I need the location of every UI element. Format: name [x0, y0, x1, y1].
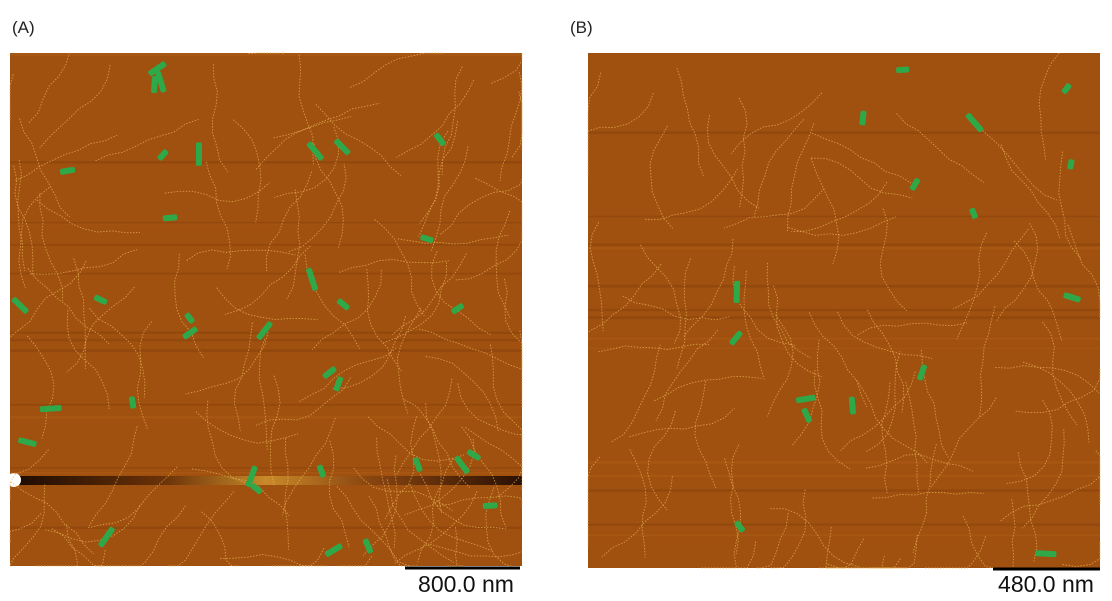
- green-marker: [163, 214, 178, 221]
- scan-line: [10, 223, 522, 224]
- scan-line: [10, 416, 522, 418]
- scan-line: [588, 461, 1100, 464]
- scan-line: [10, 244, 522, 246]
- figure: (A) (B) 800.0 nm 480.0 nm: [0, 0, 1112, 601]
- panel-label: (B): [570, 18, 593, 37]
- scan-line: [588, 338, 1100, 340]
- panel-label: (A): [12, 18, 35, 37]
- scan-line: [588, 216, 1100, 217]
- afm-image: [588, 53, 1100, 568]
- scan-line: [588, 247, 1100, 250]
- scan-line: [10, 161, 522, 163]
- scan-line: [588, 524, 1100, 526]
- scan-line: [588, 244, 1100, 246]
- scan-line: [10, 273, 522, 275]
- scale-bar-label: 480.0 nm: [998, 571, 1094, 597]
- scan-line: [588, 309, 1100, 311]
- scan-line: [588, 489, 1100, 491]
- scan-line: [588, 285, 1100, 288]
- scan-line: [10, 53, 522, 56]
- scan-line: [10, 349, 522, 352]
- scan-line: [588, 348, 1100, 349]
- green-marker: [196, 142, 202, 165]
- green-marker: [1035, 550, 1057, 557]
- green-marker: [896, 66, 909, 73]
- scan-line: [10, 467, 522, 468]
- green-marker: [483, 502, 498, 509]
- scan-line: [588, 131, 1100, 133]
- scan-line: [588, 316, 1100, 319]
- scale-bar-label: 800.0 nm: [418, 571, 514, 597]
- scan-line: [588, 475, 1100, 477]
- scan-line: [588, 534, 1100, 536]
- green-marker: [733, 281, 740, 303]
- afm-image: [7, 53, 522, 566]
- scan-line: [10, 527, 522, 529]
